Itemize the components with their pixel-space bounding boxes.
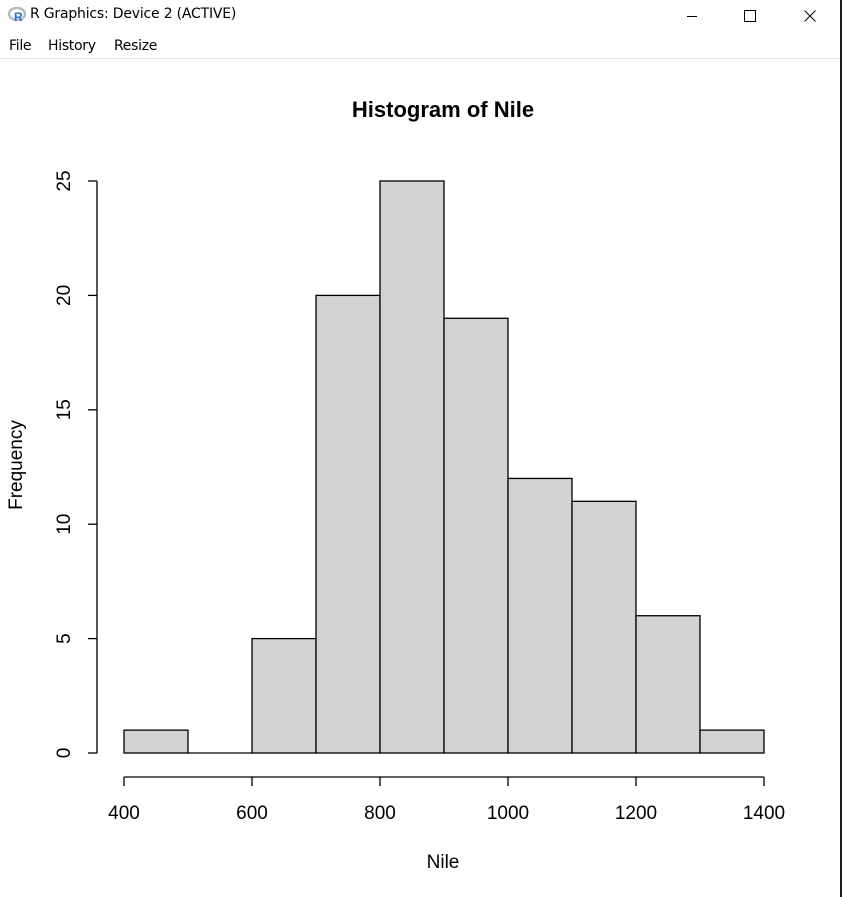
y-tick-label: 20 <box>54 285 75 306</box>
histogram-bar <box>123 729 189 754</box>
minimize-button[interactable] <box>664 0 720 31</box>
histogram-plot: Histogram of Nile Nile Frequency 400 600 8… <box>6 97 785 873</box>
menu-file[interactable]: File <box>9 38 32 54</box>
x-axis: 400 600 800 1000 1200 1400 <box>108 776 785 824</box>
x-tick-label: 600 <box>236 803 268 824</box>
close-icon <box>804 9 816 22</box>
window-title: R Graphics: Device 2 (ACTIVE) <box>30 6 237 22</box>
minimize-icon <box>687 15 697 17</box>
maximize-button[interactable] <box>722 0 778 31</box>
y-tick-label: 5 <box>54 633 75 644</box>
x-tick-label: 800 <box>364 803 396 824</box>
menu-resize[interactable]: Resize <box>114 38 158 54</box>
r-logo-icon: R <box>8 7 26 23</box>
histogram-bar <box>251 637 317 754</box>
chart-title: Histogram of Nile <box>352 97 534 122</box>
window-border <box>840 0 842 897</box>
histogram-bar <box>699 729 765 754</box>
y-axis: 0 5 10 15 20 25 <box>54 170 98 759</box>
y-tick-label: 10 <box>54 514 75 535</box>
menu-history[interactable]: History <box>48 38 96 54</box>
histogram-bar <box>379 180 445 754</box>
x-tick-label: 400 <box>108 803 140 824</box>
x-axis-label: Nile <box>427 852 460 873</box>
histogram-bar <box>635 615 701 754</box>
y-tick-label: 25 <box>54 170 75 191</box>
title-bar[interactable]: R R Graphics: Device 2 (ACTIVE) <box>0 0 840 31</box>
close-button[interactable] <box>782 0 838 31</box>
svg-text:R: R <box>14 10 23 23</box>
histogram-bar <box>571 500 637 754</box>
y-tick-label: 0 <box>54 748 75 759</box>
x-tick-label: 1000 <box>487 803 529 824</box>
x-tick-label: 1200 <box>615 803 657 824</box>
y-axis-label: Frequency <box>6 420 27 510</box>
maximize-icon <box>744 9 756 22</box>
menu-bar: File History Resize <box>0 34 840 59</box>
histogram-bar <box>315 294 381 754</box>
histogram-bar <box>443 317 509 754</box>
x-tick-label: 1400 <box>743 803 785 824</box>
y-tick-label: 15 <box>54 399 75 420</box>
histogram-bar <box>507 477 573 754</box>
bars-group <box>123 180 765 754</box>
